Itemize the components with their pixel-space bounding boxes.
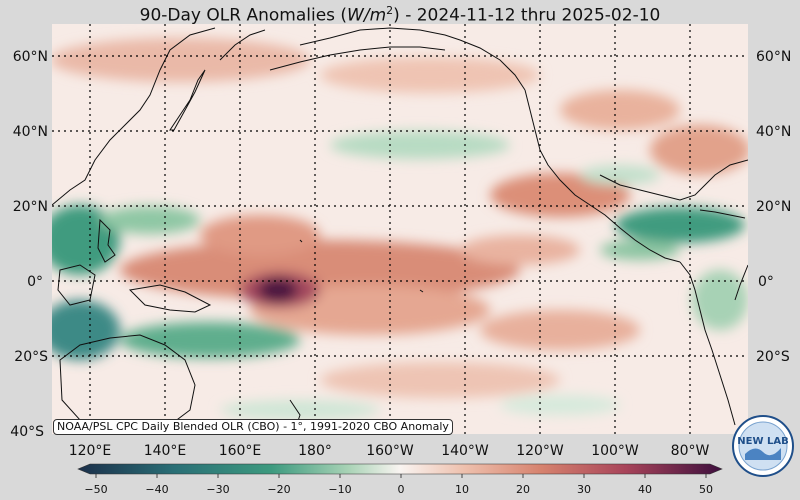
lat-label: 60°N xyxy=(13,49,48,65)
lon-label: 120°W xyxy=(516,443,564,459)
latitude-labels-right: 60°N 40°N 20°N 0° 20°S xyxy=(756,49,791,365)
lat-label: 40°N xyxy=(756,124,791,140)
lon-label: 140°W xyxy=(441,443,489,459)
lon-label: 140°E xyxy=(144,443,187,459)
colorbar-tick-label: 0 xyxy=(398,483,405,496)
lon-label: 120°E xyxy=(69,443,112,459)
lab-logo: NEW LAB xyxy=(731,414,795,478)
colorbar-tick-label: 50 xyxy=(699,483,713,496)
latitude-labels-left: 60°N 40°N 20°N 0° 20°S 40°S xyxy=(10,49,48,440)
colorbar-tick-label: −10 xyxy=(328,483,351,496)
lat-label: 20°S xyxy=(756,349,790,365)
colorbar-tick-label: −30 xyxy=(206,483,229,496)
colorbar-tick-label: −40 xyxy=(145,483,168,496)
lon-label: 180° xyxy=(298,443,332,459)
lat-label: 20°N xyxy=(13,199,48,215)
lat-label: 40°N xyxy=(13,124,48,140)
longitude-labels: 120°E 140°E 160°E 180° 160°W 140°W 120°W… xyxy=(69,443,710,459)
colorbar-ticks: −50 −40 −30 −20 −10 0 10 20 30 40 50 xyxy=(84,474,713,496)
map-title: 90-Day OLR Anomalies (W/m2) - 2024-11-12… xyxy=(139,4,661,26)
lat-label: 60°N xyxy=(756,49,791,65)
lat-label: 0° xyxy=(758,274,774,290)
lon-label: 160°E xyxy=(219,443,262,459)
colorbar-tick-label: 10 xyxy=(455,483,469,496)
colorbar: −50 −40 −30 −20 −10 0 10 20 30 40 50 xyxy=(77,463,723,496)
lat-label: 20°S xyxy=(14,349,48,365)
lat-label: 0° xyxy=(27,274,43,290)
colorbar-tick-label: 40 xyxy=(638,483,652,496)
logo-text: NEW LAB xyxy=(737,436,788,447)
graticule xyxy=(52,24,748,434)
lon-label: 80°W xyxy=(671,443,710,459)
colorbar-tick-label: 20 xyxy=(516,483,530,496)
lat-label: 40°S xyxy=(10,424,44,440)
colorbar-tick-label: −20 xyxy=(267,483,290,496)
lon-label: 160°W xyxy=(366,443,414,459)
lon-label: 100°W xyxy=(591,443,639,459)
colorbar-tick-label: 30 xyxy=(577,483,591,496)
lat-label: 20°N xyxy=(756,199,791,215)
colorbar-tick-label: −50 xyxy=(84,483,107,496)
coastlines xyxy=(52,27,748,433)
source-note: NOAA/PSL CPC Daily Blended OLR (CBO) - 1… xyxy=(53,419,453,435)
colorbar-bar xyxy=(77,463,723,475)
